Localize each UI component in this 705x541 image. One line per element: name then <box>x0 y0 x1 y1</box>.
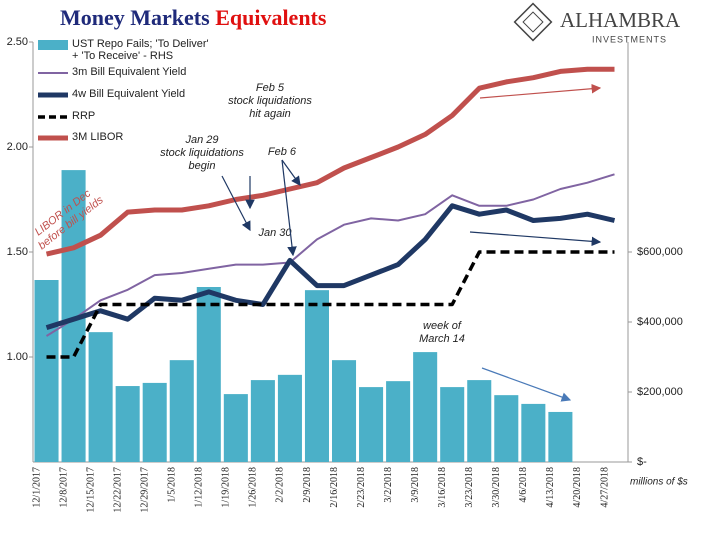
bar <box>196 287 221 462</box>
y-tick-label: 2.00 <box>7 141 28 153</box>
y2-tick-label: $400,000 <box>637 316 683 328</box>
y2-tick-label: $- <box>637 456 647 468</box>
x-tick-label: 1/19/2018 <box>221 467 232 508</box>
x-tick-label: 12/29/2017 <box>139 467 150 513</box>
arrow <box>281 159 301 186</box>
bar <box>494 395 519 462</box>
annotation: hit again <box>249 108 291 120</box>
logo: ALHAMBRA INVESTMENTS <box>513 2 681 44</box>
logo-inner <box>522 11 544 33</box>
x-tick-label: 4/13/2018 <box>545 467 556 508</box>
bar <box>115 386 140 462</box>
title-highlight: Equivalents <box>215 5 327 30</box>
legend-text: RRP <box>72 110 96 122</box>
x-tick-label: 1/26/2018 <box>248 467 259 508</box>
legend-label: RRP <box>72 110 96 122</box>
bar <box>304 290 329 462</box>
x-tick-label: 3/23/2018 <box>464 467 475 508</box>
annotation: stock liquidations <box>228 95 312 107</box>
bar <box>359 387 384 462</box>
y-tick-label: 2.50 <box>7 36 28 48</box>
y2-tick-label: $200,000 <box>637 386 683 398</box>
line-series <box>46 250 615 359</box>
bar <box>88 332 113 462</box>
x-tick-label: 3/9/2018 <box>410 467 421 503</box>
logo-name: ALHAMBRA <box>560 8 681 32</box>
bar <box>142 382 167 462</box>
chart-title: Money Markets Equivalents <box>60 5 327 30</box>
x-tick-label: 12/1/2017 <box>31 467 42 508</box>
line-series <box>45 66 615 257</box>
legend-swatch <box>38 40 68 50</box>
arrow <box>479 83 602 99</box>
bar <box>548 411 573 462</box>
x-tick-label: 2/9/2018 <box>302 467 313 503</box>
x-tick-label: 1/5/2018 <box>167 467 178 503</box>
logo-diamond <box>513 2 553 42</box>
bar <box>440 387 465 462</box>
x-tick-label: 12/15/2017 <box>85 467 96 513</box>
legend-text: 4w Bill Equivalent Yield <box>72 88 186 100</box>
arrow <box>481 367 572 402</box>
annotation: stock liquidations <box>160 147 244 159</box>
x-tick-label: 2/23/2018 <box>356 467 367 508</box>
bar <box>413 352 438 462</box>
title-main: Money Markets <box>60 5 210 30</box>
x-tick-label: 4/27/2018 <box>599 467 610 508</box>
x-tick-label: 1/12/2018 <box>194 467 205 508</box>
annotation: Jan 30 <box>257 227 292 239</box>
legend-label: 3m Bill Equivalent Yield <box>72 66 187 78</box>
annotation: Feb 6 <box>268 146 297 158</box>
bar <box>223 394 248 462</box>
bar <box>386 381 411 462</box>
legend-text: UST Repo Fails; 'To Deliver' + 'To Recei… <box>72 38 209 62</box>
annotation: week of <box>423 320 462 332</box>
arrow <box>221 175 251 232</box>
x-tick-label: 4/20/2018 <box>572 467 583 508</box>
bar <box>277 374 302 462</box>
legend-text: 3M LIBOR <box>72 131 124 143</box>
annotation: Jan 29 <box>184 134 218 146</box>
x-tick-label: 3/16/2018 <box>437 467 448 508</box>
x-tick-label: 12/22/2017 <box>112 467 123 513</box>
bar <box>521 403 546 462</box>
y2-axis-label: millions of $s <box>630 477 688 488</box>
y-tick-label: 1.50 <box>7 246 28 258</box>
line-series <box>45 203 616 330</box>
arrow <box>469 231 602 247</box>
y2-tick-label: $600,000 <box>637 246 683 258</box>
x-tick-label: 4/6/2018 <box>518 467 529 503</box>
legend-label: 4w Bill Equivalent Yield <box>72 88 186 100</box>
logo-sub: INVESTMENTS <box>592 34 667 44</box>
x-tick-label: 3/2/2018 <box>383 467 394 503</box>
annotation: Feb 5 <box>256 82 285 94</box>
bar <box>34 280 59 462</box>
x-tick-label: 12/8/2017 <box>58 467 69 508</box>
x-tick-label: 2/2/2018 <box>275 467 286 503</box>
bar <box>169 360 194 462</box>
bar <box>467 380 492 462</box>
y-tick-label: 1.00 <box>7 351 28 363</box>
bar <box>250 380 275 462</box>
annotation: begin <box>189 160 216 172</box>
legend-label: UST Repo Fails; 'To Deliver' + 'To Recei… <box>72 38 209 62</box>
x-tick-label: 2/16/2018 <box>329 467 340 508</box>
arrow <box>281 159 297 257</box>
legend: UST Repo Fails; 'To Deliver' + 'To Recei… <box>38 38 209 143</box>
legend-text: 3m Bill Equivalent Yield <box>72 66 187 78</box>
annotation: March 14 <box>419 333 465 345</box>
bar <box>332 360 357 462</box>
line-series <box>45 173 615 337</box>
legend-label: 3M LIBOR <box>72 131 124 143</box>
x-tick-label: 3/30/2018 <box>491 467 502 508</box>
